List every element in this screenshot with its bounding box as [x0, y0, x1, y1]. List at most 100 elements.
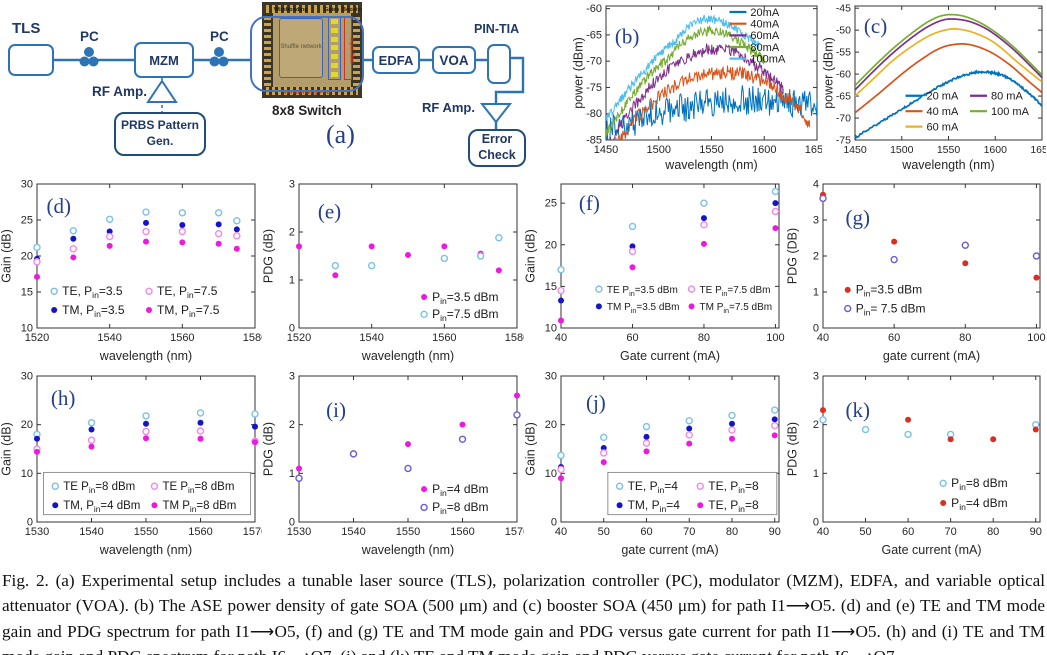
x-axis-label: Gate current (mA) [620, 349, 720, 363]
x-tick-label: 1550 [937, 144, 961, 156]
x-tick-label: 1560 [188, 526, 212, 538]
x-tick-label: 40 [817, 332, 829, 344]
x-tick-label: 70 [683, 526, 695, 538]
legend-label: 60 mA [926, 121, 958, 133]
legend-label: 20 mA [926, 91, 958, 103]
y-tick-label: 25 [21, 215, 33, 227]
panel-k-pdg-vs-current-chart: 40 50 60 70 80 90 0 1 2 3 Gate current (mA) PDG (dB… [786, 370, 1047, 564]
legend-label: Pin= 7.5 dBm [856, 301, 926, 317]
series-40mA [615, 65, 811, 140]
x-axis-label: wavelength (nm) [361, 349, 454, 363]
y-tick-label: 3 [813, 215, 819, 227]
panel-label-k: (k) [845, 398, 870, 422]
chip-gates-label: Gates [324, 6, 340, 13]
x-tick-label: 1560 [450, 526, 474, 538]
legend-h: TE Pin=8 dBm TM, Pin=4 dBm TE Pin=8 dBm TM … [43, 471, 252, 516]
x-tick-label: 40 [817, 526, 829, 538]
legend-label: TM, Pin=7.5 [157, 303, 220, 319]
series-20mA [606, 85, 817, 140]
panel-b-ase-gate-soa-chart: 1450 1500 1550 1600 1650 -60 -65 -70 -75 -80 -85 wa… [572, 0, 830, 178]
x-tick-label: 1540 [359, 332, 383, 344]
legend-label: 80mA [750, 42, 779, 54]
series-TE, P_in=3.5 [33, 208, 241, 252]
x-tick-label: 1540 [79, 526, 103, 538]
series-100mA [606, 14, 760, 121]
panel-label-a: (a) [326, 120, 355, 149]
x-tick-label: 70 [945, 526, 957, 538]
y-axis-label: PDG (dB) [262, 229, 276, 283]
chip-booster-label: Booster [342, 6, 362, 13]
axes-k: 40 50 60 70 80 90 0 1 2 3 Gate current (mA) PDG (dB… [786, 371, 1042, 558]
x-tick-label: 1550 [396, 526, 420, 538]
rf-amp1-triangle-icon [146, 79, 178, 103]
legend-f: TE Pin=3.5 dBm TM Pin=3.5 dBm TE Pin=7.5 d… [595, 285, 772, 315]
x-tick-label: 80 [726, 526, 738, 538]
axes-f: 40 60 80 100 10 15 20 25 Gate current (mA) Gain (… [524, 183, 785, 363]
y-tick-label: 10 [545, 323, 557, 335]
y-tick-label: -65 [586, 29, 602, 41]
series-TM P_in=7.5 dBm [558, 225, 779, 324]
chart-c-svg: 1450 1500 1550 1600 1650 -45 -50 -55 -60 -65 -70 -7… [822, 3, 1047, 172]
y-tick-label: 0 [551, 517, 557, 529]
legend-label: 20mA [750, 7, 779, 19]
series-60 mA [855, 28, 1042, 97]
y-tick-label: -60 [586, 3, 602, 15]
y-tick-label: -75 [836, 135, 851, 147]
series-TE P_in=8 dBm [33, 409, 259, 439]
panel-label-f: (f) [579, 191, 600, 215]
y-axis-label: PDG (DB) [786, 228, 800, 284]
legend-label: TE, Pin=7.5 [157, 284, 218, 300]
y-axis-label: Gain (dB) [0, 229, 14, 283]
legend-c: 20 mA 40 mA 60 mA 80 mA 100 mA [905, 91, 1030, 133]
y-tick-label: 0 [813, 323, 819, 335]
x-tick-label: 80 [698, 332, 710, 344]
legend-label: TM, Pin=4 [628, 498, 681, 514]
x-tick-label: 60 [902, 526, 914, 538]
y-tick-label: -50 [836, 25, 851, 37]
legend-label: Pin=8 dBm [432, 500, 488, 516]
series-group-f [557, 187, 780, 324]
rf-amp1-label: RF Amp. [92, 84, 147, 99]
y-tick-label: 1 [813, 287, 819, 299]
pc1-label: PC [80, 29, 99, 44]
x-tick-label: 60 [626, 332, 638, 344]
panel-label-e: (e) [318, 200, 341, 224]
chip-shuffle-label: Shuffle network [280, 44, 322, 51]
axes-b: 1450 1500 1550 1600 1650 -60 -65 -70 -75 -80 -85 wa… [572, 3, 830, 172]
series-group-h [33, 409, 259, 455]
y-tick-label: 3 [813, 371, 819, 383]
voa-box-label: VOA [439, 52, 469, 68]
y-tick-label: 0 [289, 323, 295, 335]
y-tick-label: 25 [545, 198, 557, 210]
legend-label: TE, Pin=8 [708, 498, 759, 514]
x-axis-label: gate current (mA) [883, 349, 980, 363]
y-axis-label: Gain (dB) [524, 422, 538, 476]
series-20 mA [855, 69, 1042, 140]
x-tick-label: 1540 [97, 332, 121, 344]
y-tick-label: -75 [586, 82, 602, 94]
prbs-box-label: PRBS Pattern Gen. [120, 118, 200, 148]
legend-label: Pin=3.5 dBm [432, 290, 498, 306]
legend-label: TM, Pin=4 dBm [63, 500, 140, 514]
series-TE, P_in=8 [558, 432, 778, 482]
y-tick-label: -45 [836, 3, 851, 15]
x-tick-label: 1500 [890, 144, 914, 156]
legend-label: Pin=7.5 dBm [432, 307, 498, 323]
series-TM P_in=8 dBm [34, 435, 258, 455]
x-axis-label: gate current (mA) [621, 543, 718, 557]
legend-label: Pin=3.5 dBm [856, 283, 922, 299]
chip-wirebonding-label: Wirebonding [274, 6, 308, 13]
y-tick-label: -70 [586, 56, 602, 68]
legend-j: TE, Pin=4 TM, Pin=4 TE, Pin=8 TE, Pin=8 [607, 471, 778, 516]
legend-label: Pin=4 dBm [951, 496, 1007, 512]
x-tick-label: 1550 [699, 144, 723, 156]
y-axis-label: Gain (dB) [524, 229, 538, 283]
